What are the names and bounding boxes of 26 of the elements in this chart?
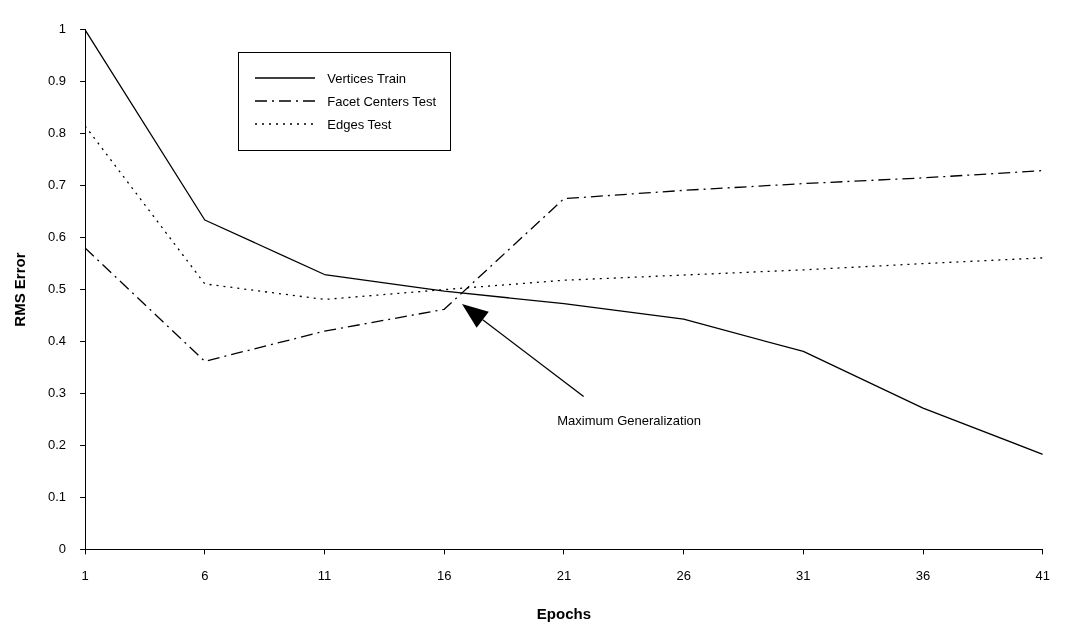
legend-label: Vertices Train — [327, 70, 407, 86]
x-tick-label: 21 — [556, 567, 572, 583]
x-axis-title: Epochs — [536, 605, 592, 623]
legend-label: Edges Test — [327, 116, 392, 132]
x-tick-label: 11 — [317, 567, 332, 583]
y-tick-label: 0.6 — [47, 229, 67, 245]
legend-label: Facet Centers Test — [327, 93, 437, 109]
y-axis-title: RMS Error — [11, 252, 29, 327]
y-tick-label: 0.5 — [47, 281, 67, 297]
y-tick-label: 1 — [58, 21, 67, 37]
x-tick-label: 41 — [1035, 567, 1050, 583]
y-tick-label: 0.3 — [47, 385, 67, 401]
y-tick-label: 0.7 — [47, 177, 67, 193]
x-tick-label: 31 — [796, 567, 811, 583]
y-tick-label: 0.1 — [47, 489, 67, 505]
annotation: Maximum Generalization — [557, 412, 701, 428]
y-tick-label: 0.4 — [47, 333, 67, 349]
y-tick-label: 0.2 — [47, 437, 67, 453]
y-tick-label: 0.9 — [47, 73, 67, 89]
x-tick-label: 26 — [676, 567, 691, 583]
x-tick-label: 6 — [201, 567, 209, 583]
y-tick-label: 0.8 — [47, 125, 67, 141]
x-tick-label: 16 — [436, 567, 452, 583]
x-tick-label: 36 — [915, 567, 931, 583]
x-tick-label: 1 — [81, 567, 89, 583]
y-tick-label: 0 — [58, 540, 67, 556]
